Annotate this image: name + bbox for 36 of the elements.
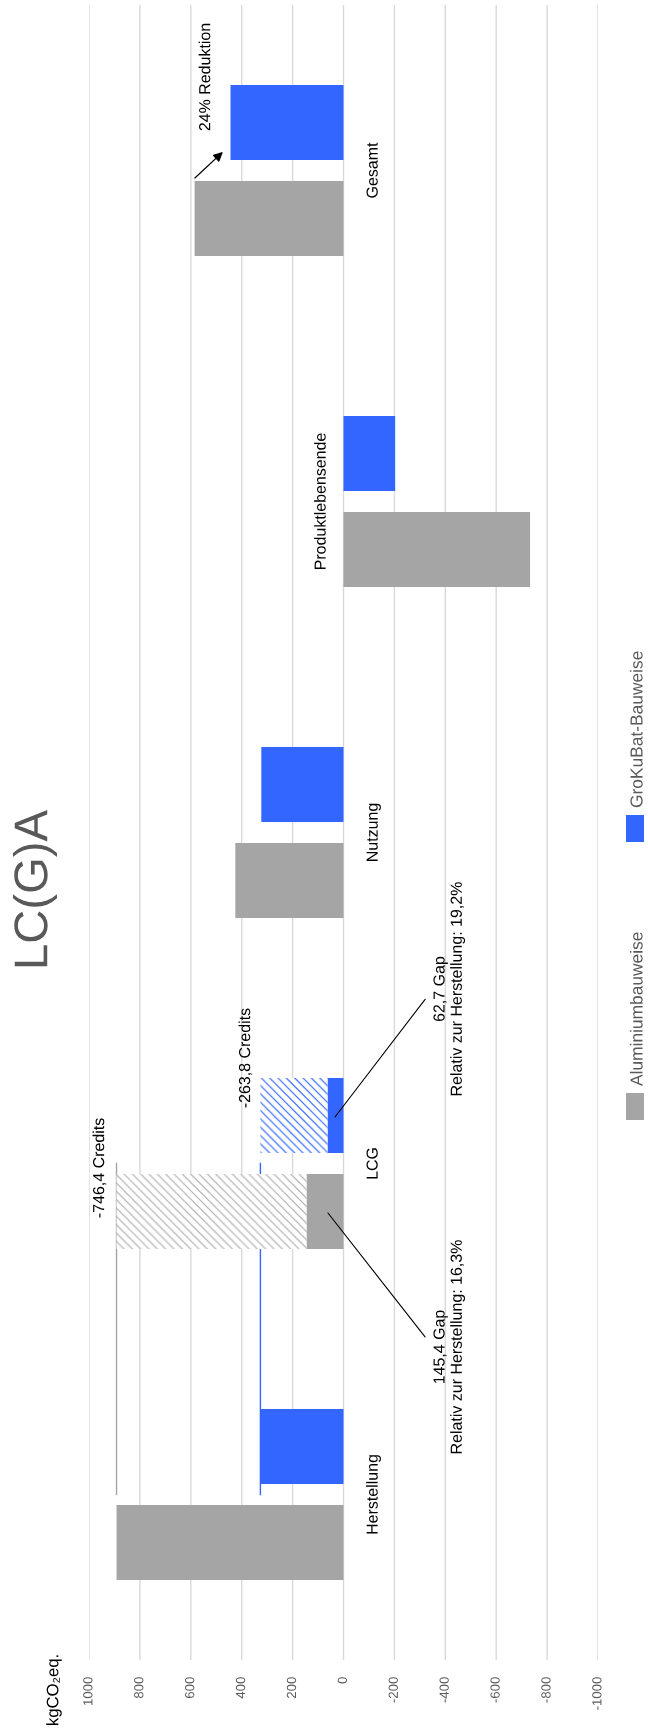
bar [261,746,344,823]
text: LC(G)A [12,810,57,967]
bar [260,1077,328,1154]
text: kgCO₂eq. [46,1655,62,1725]
x-tick-label: 800 [134,1677,144,1699]
x-tick-label: 0 [337,1677,348,1684]
x-tick-label: 400 [235,1677,246,1699]
text: GroKuBat-Bauweise [629,651,643,808]
bar [306,1173,344,1250]
bar [116,1173,307,1250]
bar [343,511,531,588]
y-tick-label: Nutzung [366,803,381,861]
annotation: 24% Reduktion [198,23,211,131]
x-tick-label: 600 [185,1677,195,1699]
bar [230,84,344,161]
y-tick-label: LCG [366,1148,378,1179]
text: Aluminiumbauweise [629,932,643,1086]
annotation: 145,4 Gap Relativ zur Herstellung: 16,3% [433,1240,466,1454]
y-tick-label: Gesamt [366,142,378,198]
x-tick-label: -400 [439,1677,449,1703]
annotation: -263,8 Credits [238,1008,253,1108]
x-tick-label: -600 [490,1677,500,1703]
bar [116,1504,344,1581]
x-tick-label: -800 [541,1677,551,1703]
y-tick-label: Herstellung [366,1455,381,1534]
bar [327,1077,344,1154]
x-tick-label: -1000 [592,1677,602,1710]
x-tick-label: 1000 [83,1677,93,1706]
annotation: 62,7 Gap Relativ zur Herstellung: 19,2% [433,882,466,1096]
x-tick-label: 200 [286,1677,297,1699]
y-tick-label: Produktlebensende [314,433,326,570]
annotation: -746,4 Credits [92,1118,107,1218]
bar [235,842,344,919]
bar [343,415,396,492]
x-tick-label: -200 [388,1677,398,1703]
bar [194,180,344,257]
